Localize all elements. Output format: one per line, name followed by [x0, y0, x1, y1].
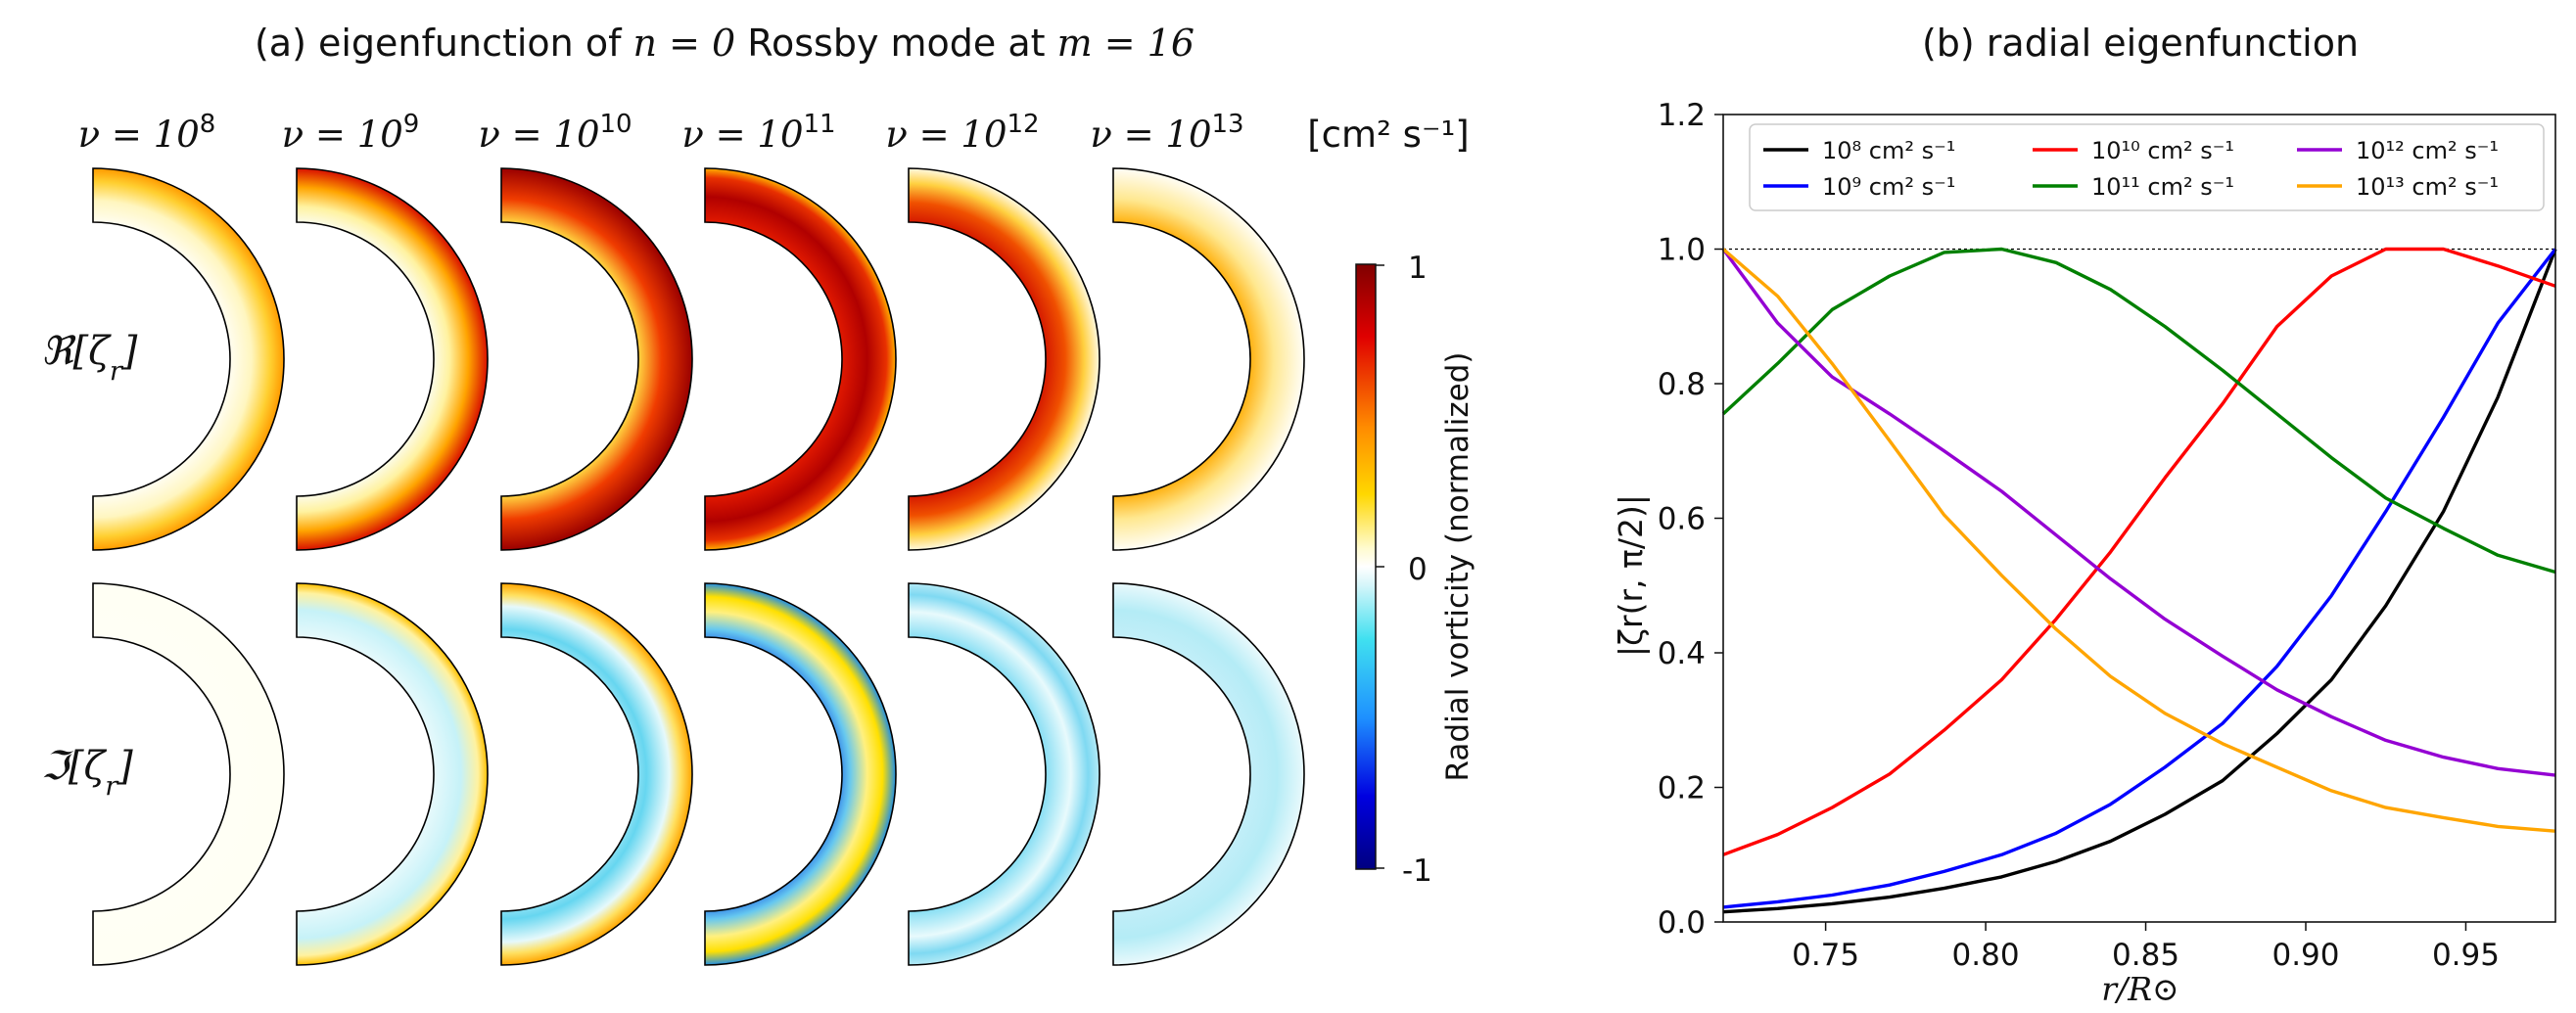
y-tick-label: 1.2: [1658, 98, 1706, 133]
legend-entry: 10⁹ cm² s⁻¹: [1822, 173, 1955, 201]
y-tick-label: 1.0: [1658, 233, 1706, 268]
colorbar-tick-label: -1: [1402, 853, 1432, 889]
row-label-imag: ℑ[ζr]: [41, 744, 133, 802]
half-disk-grid: [92, 167, 1305, 966]
legend-entry: 10⁸ cm² s⁻¹: [1822, 137, 1955, 164]
series-line: [1721, 247, 2556, 575]
y-tick-label: 0.6: [1658, 502, 1706, 537]
colorbar: 1 0 -1 Radial vorticity (normalized): [1355, 251, 1475, 889]
real-part-half-disk: [1112, 167, 1305, 551]
colorbar-tick-label: 1: [1408, 251, 1428, 286]
colorbar-gradient: [1355, 263, 1377, 870]
y-tick-label: 0.8: [1658, 367, 1706, 402]
legend-entry: 10¹³ cm² s⁻¹: [2356, 173, 2499, 201]
series-line: [1722, 248, 2557, 909]
y-tick-label: 0.4: [1658, 636, 1706, 671]
legend-box: [1749, 123, 2545, 211]
x-axis-label: r/R⊙: [2101, 970, 2178, 1008]
imag-part-half-disk: [500, 582, 693, 966]
x-tick-label: 0.75: [1792, 938, 1859, 973]
series-line: [1722, 247, 2556, 856]
real-part-half-disk: [296, 167, 489, 551]
units-label: [cm² s⁻¹]: [1307, 114, 1470, 156]
x-tick-label: 0.80: [1952, 938, 2020, 973]
x-tick-label: 0.95: [2432, 938, 2500, 973]
real-part-half-disk: [92, 167, 285, 551]
colorbar-tick-label: 0: [1408, 552, 1428, 587]
viscosity-label: ν = 108: [78, 110, 216, 156]
series-line: [1721, 248, 2556, 777]
line-chart: 0.75 0.80 0.85 0.90 0.95 0.0 0.2 0.4 0.6 0.8 1.0 1.…: [1658, 98, 2557, 973]
imag-part-half-disk: [92, 582, 285, 966]
legend: 10⁸ cm² s⁻¹ 10⁹ cm² s⁻¹ 10¹⁰ cm² s⁻¹ 10¹¹ c…: [1749, 123, 2545, 211]
panel-b-title: (b) radial eigenfunction: [1922, 22, 2359, 65]
panel-a-title: (a) eigenfunction of n = 0 Rossby mode a…: [255, 22, 1194, 65]
viscosity-labels: ν = 108 ν = 109 ν = 1010 ν = 1011 ν = 1012 ν …: [78, 110, 1244, 156]
plot-frame: [1722, 114, 2556, 923]
y-tick-label: 0.0: [1658, 905, 1706, 941]
colorbar-label: Radial vorticity (normalized): [1440, 352, 1475, 782]
viscosity-label: ν = 1012: [885, 110, 1039, 156]
viscosity-label: ν = 1011: [681, 110, 835, 156]
series-line: [1721, 248, 2556, 833]
viscosity-label: ν = 109: [282, 110, 420, 156]
row-label-real: ℜ[ζr]: [41, 329, 138, 387]
x-tick-label: 0.90: [2272, 938, 2339, 973]
y-axis-label: |ζr(r, π/2)|: [1612, 494, 1650, 657]
viscosity-label: ν = 1013: [1090, 110, 1243, 156]
imag-part-half-disk: [704, 582, 897, 966]
real-part-half-disk: [500, 167, 693, 551]
series-line: [1722, 248, 2557, 914]
imag-part-half-disk: [1112, 582, 1305, 966]
legend-entry: 10¹⁰ cm² s⁻¹: [2091, 137, 2234, 164]
real-part-half-disk: [704, 167, 897, 551]
x-tick-label: 0.85: [2112, 938, 2179, 973]
imag-part-half-disk: [296, 582, 489, 966]
y-tick-label: 0.2: [1658, 771, 1706, 806]
viscosity-label: ν = 1010: [478, 110, 632, 156]
imag-part-half-disk: [908, 582, 1101, 966]
legend-entry: 10¹¹ cm² s⁻¹: [2091, 173, 2234, 201]
real-part-half-disk: [908, 167, 1101, 551]
legend-entry: 10¹² cm² s⁻¹: [2356, 137, 2499, 164]
